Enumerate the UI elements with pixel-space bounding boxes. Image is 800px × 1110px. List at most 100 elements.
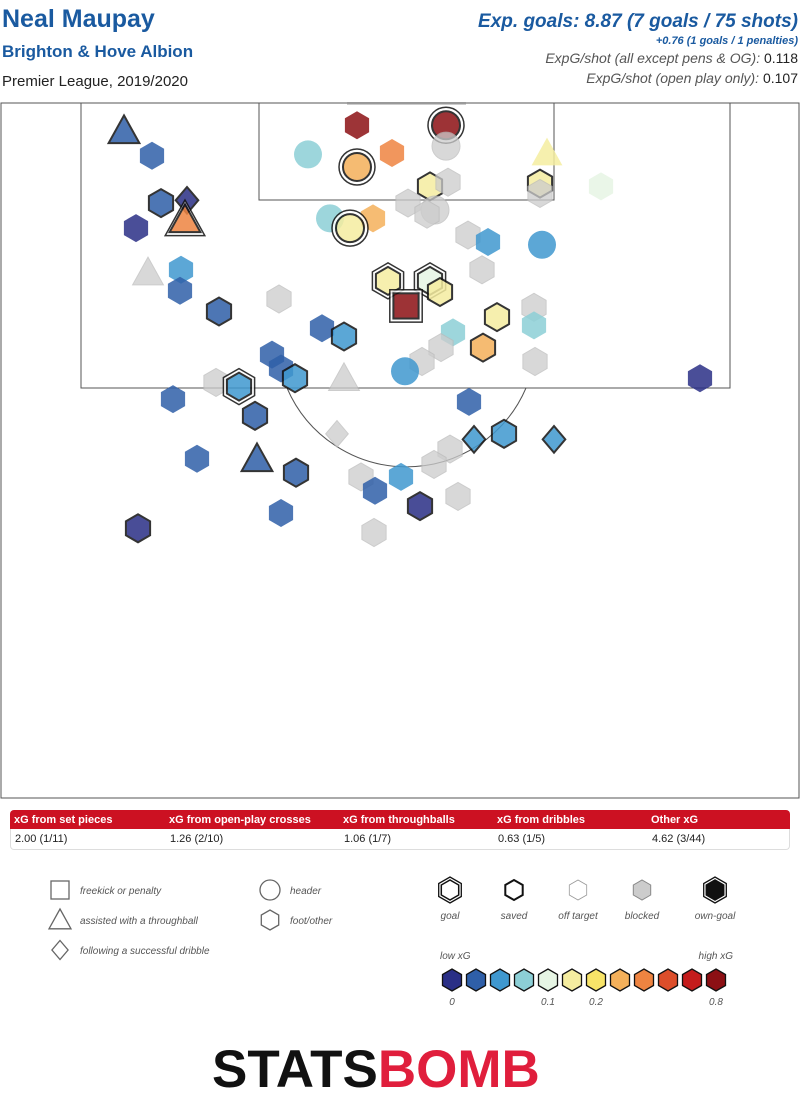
shot-marker xyxy=(282,457,310,488)
shot-marker xyxy=(139,141,165,170)
shot-41 xyxy=(131,256,165,286)
shot-58 xyxy=(325,419,349,448)
xg-summary-table: xG from set pieces xG from open-play cro… xyxy=(10,810,790,850)
legend-goal-icon xyxy=(440,879,460,901)
scale-swatch-4 xyxy=(537,968,559,992)
shot-marker xyxy=(391,357,419,386)
shot-marker xyxy=(455,220,481,250)
scale-swatch-5 xyxy=(561,968,583,992)
shot-marker xyxy=(281,363,309,394)
xg-penalty: +0.76 (1 goals / 1 penalties) xyxy=(655,35,798,47)
shot-marker xyxy=(388,462,414,491)
penalty-box xyxy=(80,102,731,389)
shot-19 xyxy=(475,228,501,256)
scale-swatch-9 xyxy=(657,968,679,992)
summary-header-other: Other xG xyxy=(651,814,699,826)
shot-71 xyxy=(268,499,294,527)
shot-marker xyxy=(330,321,358,352)
legend: freekick or penalty assisted with a throu… xyxy=(47,876,736,1008)
scale-swatch-0 xyxy=(441,968,463,992)
shot-marker xyxy=(461,424,487,455)
legend-diamond-label: following a successful dribble xyxy=(80,946,210,957)
shot-marker xyxy=(475,228,501,256)
legend-circle-label: header xyxy=(290,886,322,897)
shot-marker xyxy=(588,172,614,201)
xg-per-shot-open: ExpG/shot (open play only): 0.107 xyxy=(478,68,798,88)
shot-marker xyxy=(687,364,713,393)
shot-31 xyxy=(469,332,497,363)
shot-marker xyxy=(124,513,152,544)
shot-marker xyxy=(483,301,511,333)
shot-70 xyxy=(445,481,471,511)
xg-per-shot-open-label: ExpG/shot (open play only): xyxy=(586,70,763,86)
summary-header-set-pieces: xG from set pieces xyxy=(14,814,113,826)
shot-63 xyxy=(184,444,210,473)
shot-marker xyxy=(241,400,269,431)
shot-34 xyxy=(391,357,419,386)
shot-marker xyxy=(521,311,547,340)
xg-total: Exp. goals: 8.87 (7 goals / 75 shots) xyxy=(478,11,798,32)
summary-header-row: xG from set pieces xG from open-play cro… xyxy=(10,810,790,829)
shot-marker xyxy=(469,255,495,285)
shot-12 xyxy=(395,188,421,218)
shot-3 xyxy=(294,140,322,169)
shot-marker xyxy=(268,499,294,527)
summary-header-crosses: xG from open-play crosses xyxy=(169,814,311,826)
summary-value-other: 4.62 (3/44) xyxy=(652,833,706,845)
summary-value-crosses: 1.26 (2/10) xyxy=(170,833,224,845)
shot-marker xyxy=(160,385,186,414)
scale-swatch-10 xyxy=(681,968,703,992)
shot-45 xyxy=(266,284,292,314)
legend-diamond-icon xyxy=(51,939,69,961)
legend-outcome-label: saved xyxy=(501,911,528,922)
shot-14 xyxy=(414,199,440,229)
shot-53 xyxy=(222,367,256,406)
legend-hexagon-icon xyxy=(260,909,280,931)
header-right: Exp. goals: 8.87 (7 goals / 75 shots) +0… xyxy=(478,10,798,88)
shot-marker xyxy=(445,481,471,511)
statsbomb-logo: STATSBOMB xyxy=(212,1040,540,1100)
shot-0 xyxy=(427,106,465,144)
shot-35 xyxy=(106,113,142,145)
shot-marker xyxy=(428,333,454,363)
shot-marker xyxy=(344,111,370,140)
summary-header-dribbles: xG from dribbles xyxy=(497,814,586,826)
legend-blocked-icon xyxy=(632,879,652,901)
shot-marker xyxy=(205,296,233,327)
shot-marker xyxy=(469,332,497,363)
shot-marker xyxy=(131,256,165,286)
shot-marker xyxy=(327,361,361,392)
shot-56 xyxy=(241,400,269,431)
logo-stats: STATS xyxy=(212,1040,378,1099)
shot-marker xyxy=(167,202,203,234)
shot-marker xyxy=(527,178,553,208)
shot-4 xyxy=(379,139,405,167)
shot-47 xyxy=(330,321,358,352)
shot-59 xyxy=(461,424,487,455)
shot-30 xyxy=(428,333,454,363)
legend-circle-icon xyxy=(259,879,281,901)
shot-74 xyxy=(361,517,387,548)
penalty-arc xyxy=(286,387,527,468)
shot-marker xyxy=(522,346,548,377)
shot-36 xyxy=(139,141,165,170)
shot-marker xyxy=(362,476,388,505)
legend-own-goal-icon xyxy=(705,879,725,901)
shot-marker xyxy=(426,276,454,308)
logo-bomb: BOMB xyxy=(377,1040,540,1099)
shot-26 xyxy=(483,301,511,333)
shot-marker xyxy=(414,199,440,229)
scale-tick-label: 0 xyxy=(449,997,455,1008)
shot-64 xyxy=(239,441,275,473)
shot-51 xyxy=(327,361,361,392)
shot-18 xyxy=(455,220,481,250)
scale-swatch-2 xyxy=(489,968,511,992)
header-left: Neal Maupay Brighton & Hove Albion Premi… xyxy=(2,4,193,91)
summary-value-throughballs: 1.06 (1/7) xyxy=(344,833,392,845)
legend-square-icon xyxy=(50,880,70,900)
shot-57 xyxy=(456,387,482,416)
shot-map xyxy=(0,102,800,799)
legend-outcome-label: off target xyxy=(558,911,599,922)
scale-swatch-8 xyxy=(633,968,655,992)
legend-outcome-label: goal xyxy=(441,911,461,922)
